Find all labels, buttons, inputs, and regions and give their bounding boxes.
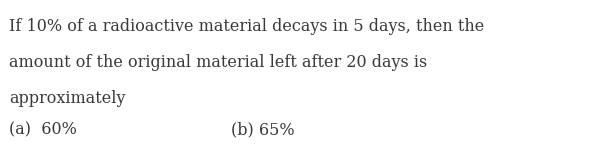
Text: amount of the original material left after 20 days is: amount of the original material left aft… — [9, 54, 427, 71]
Text: (a)  60%: (a) 60% — [9, 121, 77, 138]
Text: (b) 65%: (b) 65% — [231, 121, 295, 138]
Text: If 10% of a radioactive material decays in 5 days, then the: If 10% of a radioactive material decays … — [9, 18, 485, 35]
Text: approximately: approximately — [9, 90, 126, 107]
